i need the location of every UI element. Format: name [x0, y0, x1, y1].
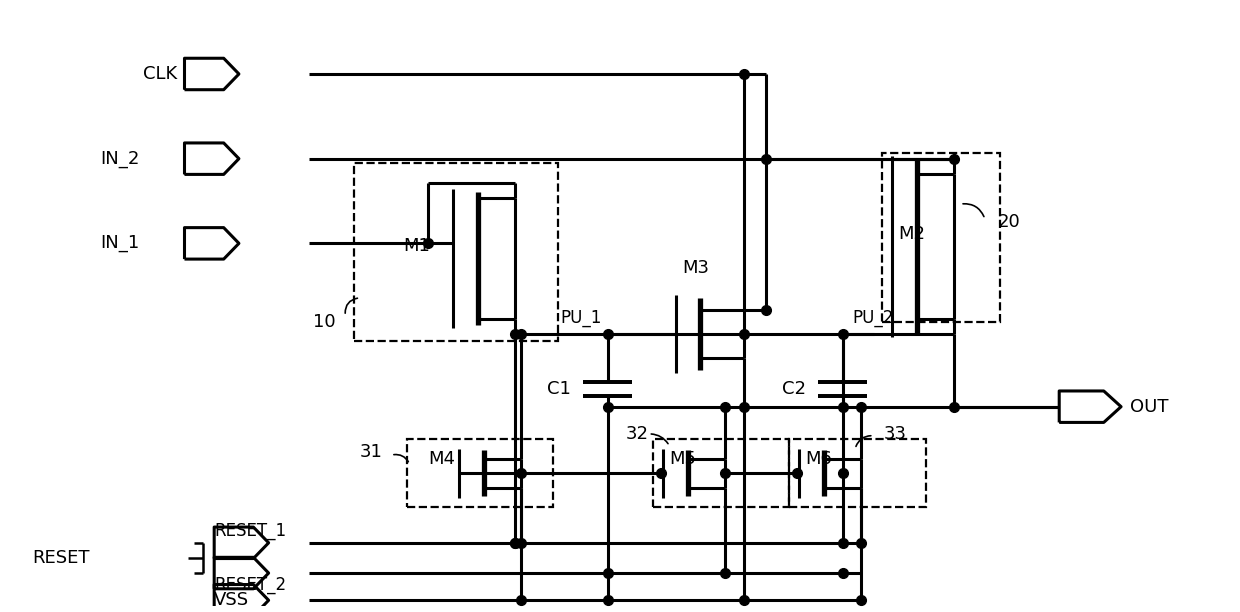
- Bar: [407, 439, 553, 507]
- FancyArrowPatch shape: [651, 434, 668, 444]
- Text: M3: M3: [682, 259, 709, 277]
- Text: IN_2: IN_2: [100, 150, 140, 168]
- Text: RESET_2: RESET_2: [215, 576, 286, 594]
- FancyArrowPatch shape: [963, 204, 983, 217]
- Bar: [790, 439, 925, 507]
- Text: M6: M6: [806, 450, 832, 468]
- Text: PU_2: PU_2: [853, 309, 894, 327]
- Text: M5: M5: [670, 450, 697, 468]
- Text: 10: 10: [312, 313, 336, 331]
- Text: M1: M1: [403, 237, 430, 255]
- Text: PU_1: PU_1: [560, 309, 601, 327]
- Bar: [353, 163, 558, 341]
- FancyArrowPatch shape: [394, 455, 408, 461]
- Text: 32: 32: [626, 425, 650, 443]
- Bar: [883, 152, 999, 322]
- FancyArrowPatch shape: [856, 436, 870, 446]
- FancyArrowPatch shape: [345, 298, 357, 313]
- Text: 20: 20: [997, 213, 1021, 231]
- Text: OUT: OUT: [1130, 398, 1168, 416]
- Text: C1: C1: [547, 380, 570, 398]
- Text: IN_1: IN_1: [100, 234, 140, 252]
- Bar: [653, 439, 790, 507]
- Text: C2: C2: [781, 380, 806, 398]
- Text: VSS: VSS: [215, 591, 249, 610]
- Text: RESET: RESET: [32, 549, 89, 567]
- Text: RESET_1: RESET_1: [215, 522, 286, 540]
- Text: CLK: CLK: [143, 65, 177, 83]
- Text: 31: 31: [360, 443, 382, 461]
- Text: 33: 33: [884, 425, 906, 443]
- Text: M2: M2: [898, 225, 925, 244]
- Text: M4: M4: [428, 450, 455, 468]
